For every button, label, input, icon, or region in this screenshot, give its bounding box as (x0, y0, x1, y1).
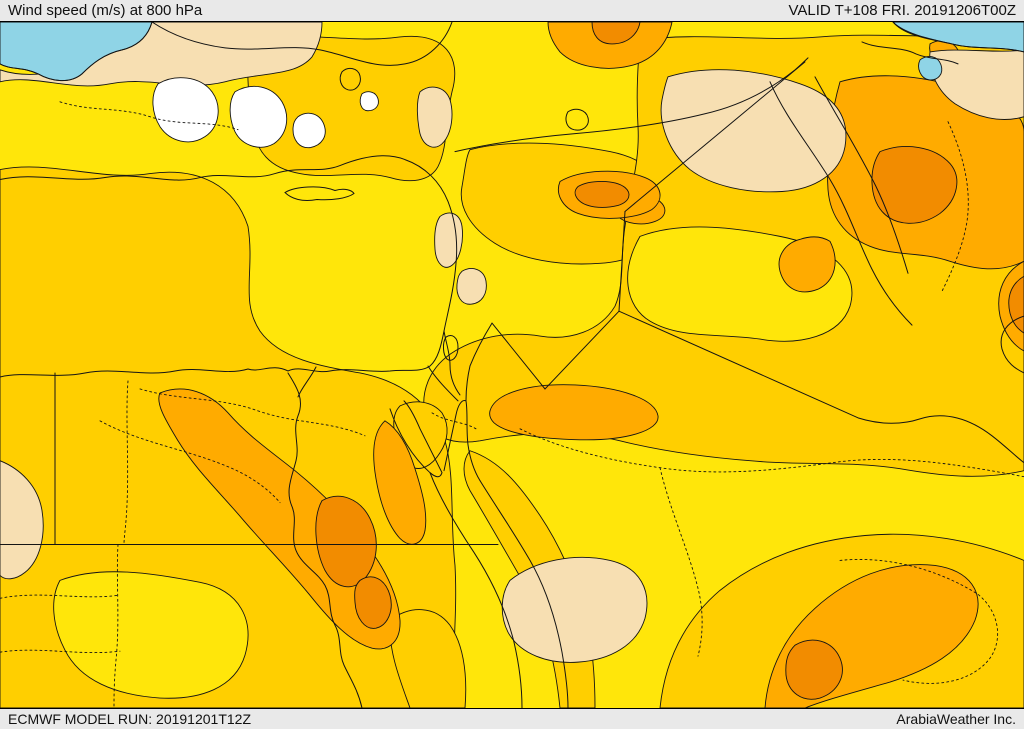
cyan-regions (0, 22, 1024, 82)
gulf-of-suez-coast (389, 400, 443, 478)
persian-gulf-tip-coast (1000, 315, 1024, 374)
region-orange-zagros-tongue (778, 236, 836, 293)
dotted-saudi-admin-loop (839, 559, 999, 684)
red-sea-east-shore (479, 480, 569, 708)
jordan-south-border (465, 322, 493, 402)
black-sea-coast-east (151, 22, 453, 66)
region-yellow-southwest-egypt (53, 571, 249, 699)
region-cream-caspian-shore (929, 49, 1024, 120)
region-white-turkey-2 (229, 85, 288, 148)
mediterranean-levant-egypt-coast (0, 155, 458, 378)
white-calm-regions (152, 77, 379, 149)
region-cream-lebanon-small (434, 212, 463, 268)
region-deeporange-redsea-hills-south (354, 576, 392, 629)
dotted-egypt-admin-2 (99, 420, 281, 504)
saudi-iraq-border (618, 310, 1024, 464)
header-bar: Wind speed (m/s) at 800 hPa VALID T+108 … (0, 0, 1024, 21)
region-orange-north-saudi (489, 384, 659, 441)
region-white-turkey-4 (359, 91, 379, 112)
region-deeporange-right-edge-core (1008, 275, 1024, 334)
coastlines-and-borders (0, 22, 1024, 708)
region-cyan-armenia-small (918, 56, 943, 81)
region-white-turkey-3 (292, 112, 326, 149)
page-title: Wind speed (m/s) at 800 hPa (8, 2, 203, 19)
jordan-saudi-zigzag-border (491, 310, 620, 390)
cream-band-regions (0, 22, 1024, 663)
region-deeporange-zagros-core (871, 146, 958, 224)
region-cream-central-saudi (501, 556, 648, 663)
anatolia-lake-1 (339, 67, 361, 91)
region-deeporange-jazira-core (574, 180, 630, 208)
region-cream-central-anatolia-small (416, 86, 453, 148)
cyprus-island (284, 186, 355, 201)
iraq-jordan-border (618, 210, 626, 312)
footer-bar: ECMWF MODEL RUN: 20191201T12Z ArabiaWeat… (0, 709, 1024, 729)
region-cream-northwest-iran (660, 69, 847, 193)
red-sea-west-shore (429, 472, 523, 708)
tigris-river (814, 76, 909, 274)
dotted-southwest-1 (0, 594, 119, 599)
region-cream-antilebanon-small (456, 268, 487, 305)
euphrates-river (769, 81, 913, 326)
wind-speed-map (0, 22, 1024, 708)
region-gold-south-redsea (389, 609, 467, 708)
nile-river (287, 372, 363, 708)
jordan-valley-line (443, 330, 461, 396)
dotted-turkey-admin (59, 101, 239, 131)
branding-label: ArabiaWeather Inc. (896, 711, 1016, 727)
dotted-southwest-2 (0, 649, 121, 654)
black-sea-coast-west (0, 22, 153, 82)
dotted-sudan-admin (113, 544, 119, 708)
deep-orange-regions (315, 22, 1024, 700)
dotted-boundaries (0, 101, 1024, 708)
caspian-coast-line (892, 22, 1024, 53)
region-deeporange-asir-core (785, 639, 843, 700)
dotted-egypt-admin-3 (123, 380, 129, 545)
model-run-label: ECMWF MODEL RUN: 20191201T12Z (8, 711, 251, 727)
region-cream-southwest-edge (0, 460, 44, 580)
region-deeporange-top-center-core (591, 22, 641, 45)
shaded-regions (0, 22, 1024, 708)
dead-sea (443, 335, 459, 361)
caucasus-border-line (861, 41, 959, 65)
dotted-egypt-admin-1 (139, 388, 366, 437)
dotted-saudi-admin-south (659, 467, 703, 657)
egypt-israel-border (427, 365, 459, 402)
region-white-turkey-1 (152, 77, 219, 143)
region-orange-top-center (547, 22, 673, 69)
region-orange-gulf-of-suez (373, 420, 427, 545)
map-area (0, 21, 1024, 709)
valid-time-label: VALID T+108 FRI. 20191206T00Z (788, 2, 1017, 19)
nile-delta-branch (297, 366, 317, 398)
syria-iraq-border (624, 61, 806, 212)
anatolia-lake-2 (565, 108, 589, 131)
